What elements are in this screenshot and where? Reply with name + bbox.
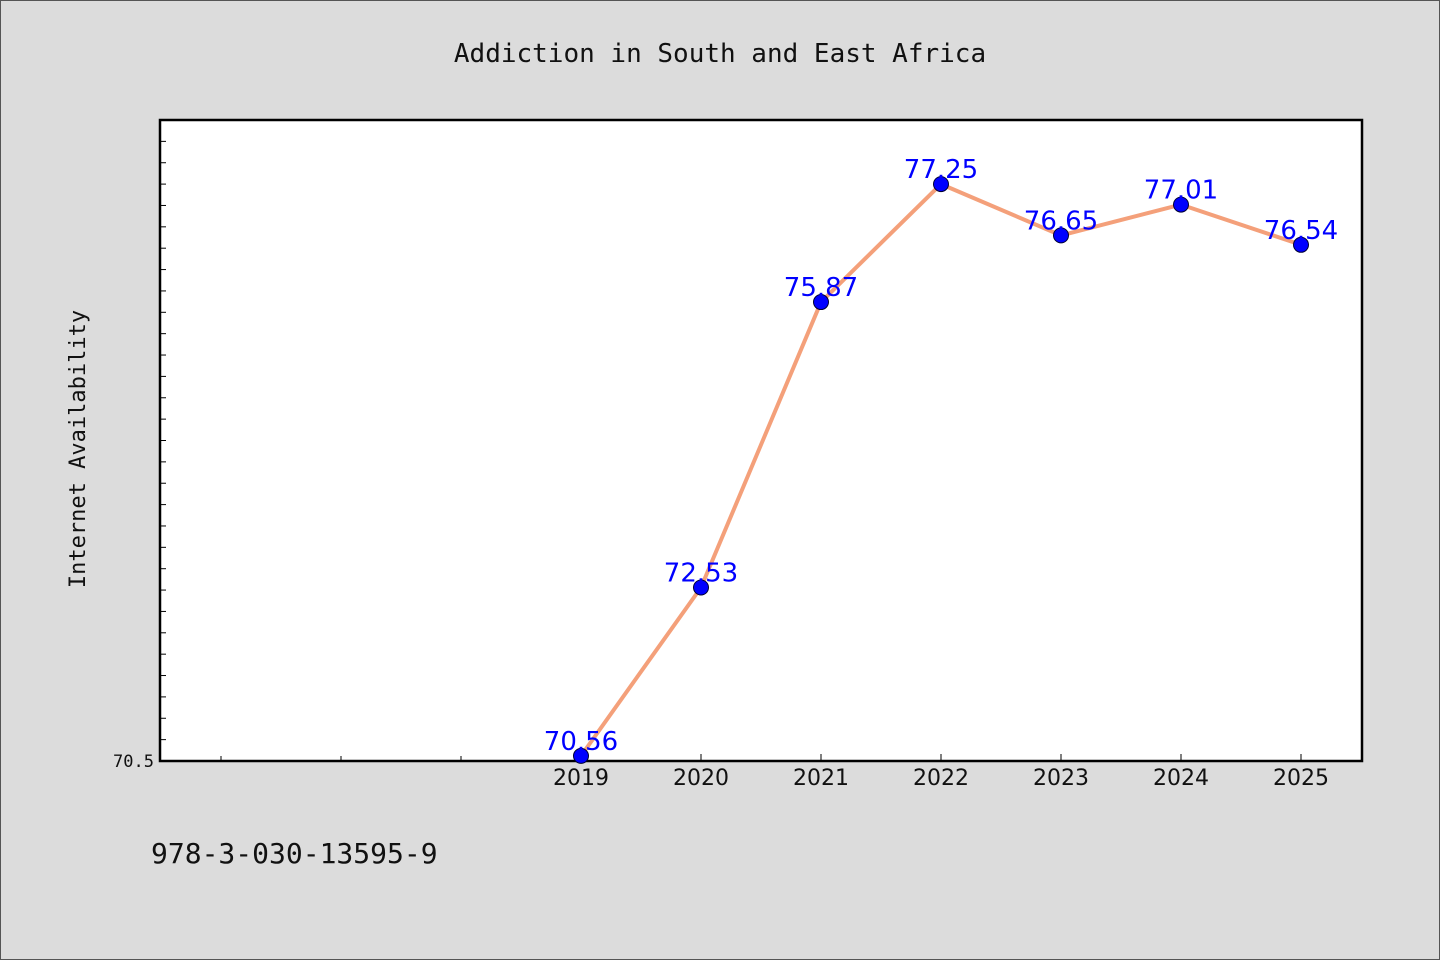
x-tick-label: 2019 (553, 766, 609, 791)
data-point (933, 176, 949, 193)
y-axis-label: Internet Availability (66, 310, 91, 588)
data-point (813, 294, 829, 311)
data-label: 77.25 (904, 155, 978, 185)
data-label: 77.01 (1144, 176, 1218, 206)
x-tick-label: 2020 (673, 766, 729, 791)
data-label: 76.65 (1024, 206, 1098, 236)
data-point (693, 579, 709, 596)
x-axis-ticks: 2019 2020 2021 2022 2023 2024 2025 (553, 754, 1329, 791)
x-minor-ticks (220, 756, 462, 761)
chart-title: Addiction in South and East Africa (454, 39, 986, 69)
x-tick-label: 2024 (1153, 766, 1209, 791)
x-tick-label: 2022 (913, 766, 969, 791)
data-point (573, 747, 589, 764)
x-tick-label: 2023 (1033, 766, 1089, 791)
y-axis-ticks: 70.5 (113, 119, 166, 772)
data-label: 75.87 (784, 273, 858, 303)
isbn-footnote: 978-3-030-13595-9 (151, 837, 438, 870)
x-tick-label: 2025 (1273, 766, 1329, 791)
data-label: 72.53 (664, 559, 738, 589)
data-label: 76.54 (1264, 216, 1338, 246)
data-point (1053, 227, 1069, 244)
data-label: 70.56 (544, 727, 618, 757)
y-tick-label: 70.5 (113, 752, 154, 772)
series-layer (573, 176, 1309, 764)
data-labels: 70.56 72.53 75.87 77.25 76.65 77.01 76.54 (544, 155, 1338, 757)
data-point (1173, 196, 1189, 213)
data-point (1293, 236, 1309, 253)
x-tick-label: 2021 (793, 766, 849, 791)
